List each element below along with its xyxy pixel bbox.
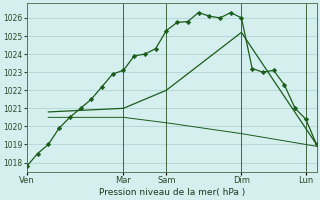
X-axis label: Pression niveau de la mer( hPa ): Pression niveau de la mer( hPa ) xyxy=(99,188,245,197)
